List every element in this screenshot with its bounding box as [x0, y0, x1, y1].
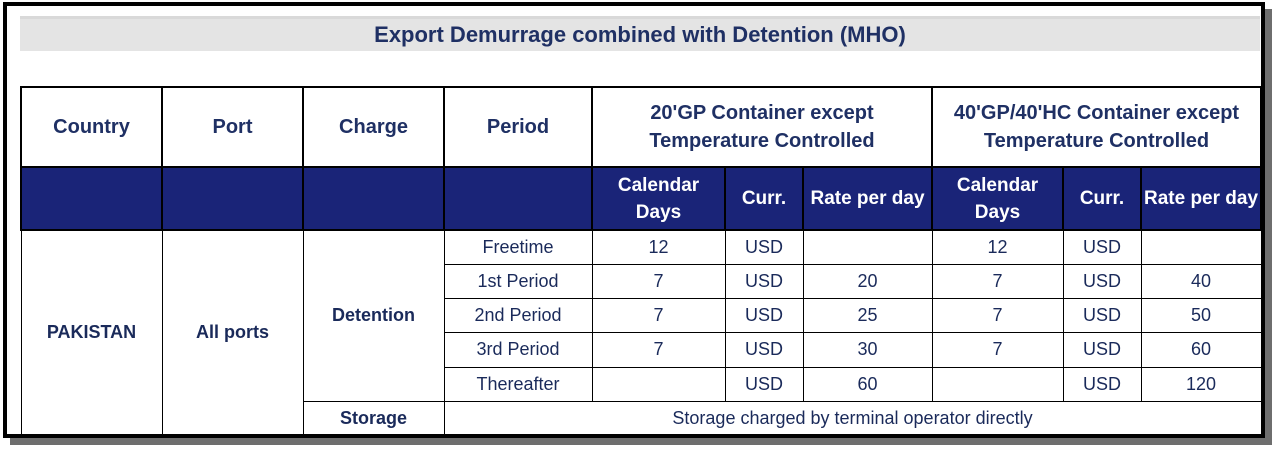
- period-cell: 1st Period: [443, 263, 593, 300]
- days-40-cell: 7: [931, 298, 1064, 334]
- table-row: PAKISTAN All ports Detention Freetime 12…: [20, 229, 1262, 436]
- rate-20-cell: 20: [802, 263, 933, 300]
- subheader-rate-40: Rate per day: [1139, 166, 1263, 231]
- subheader-calendar-days-20: Calendar Days: [591, 166, 726, 231]
- rate-40-cell: 120: [1140, 366, 1262, 402]
- subheader-calendar-days-40: Calendar Days: [931, 166, 1064, 231]
- table-row: Thereafter USD 60 USD 120: [21, 366, 1262, 402]
- header-row: Country Port Charge Period 20'GP Contain…: [20, 85, 1263, 169]
- days-20-cell: 7: [591, 298, 726, 334]
- table-row: 2nd Period 7 USD 25 7 USD 50: [21, 298, 1262, 334]
- days-20-cell: 12: [591, 229, 726, 265]
- curr-20-cell: USD: [724, 263, 804, 300]
- header-charge: Charge: [302, 85, 445, 169]
- curr-40-cell: USD: [1062, 229, 1142, 265]
- curr-40-cell: USD: [1062, 366, 1142, 402]
- curr-40-cell: USD: [1062, 298, 1142, 334]
- rate-20-cell: 30: [802, 332, 933, 368]
- header-country: Country: [20, 85, 163, 169]
- port-cell: All ports: [161, 229, 304, 436]
- period-cell: Freetime: [443, 229, 593, 265]
- subheader-curr-40: Curr.: [1062, 166, 1142, 231]
- curr-20-cell: USD: [724, 366, 804, 402]
- charge-detention-cell: Detention: [302, 229, 445, 402]
- period-cell: Thereafter: [443, 366, 593, 402]
- top-rule: [20, 16, 1260, 19]
- header-20gp: 20'GP Container except Temperature Contr…: [591, 85, 933, 169]
- page-title: Export Demurrage combined with Detention…: [374, 22, 906, 47]
- days-40-cell: 7: [931, 332, 1064, 368]
- rate-40-cell: 50: [1140, 298, 1262, 334]
- subheader-blank: [443, 166, 593, 231]
- days-40-cell: 7: [931, 263, 1064, 300]
- rate-40-cell: [1140, 229, 1262, 265]
- subheader-blank: [20, 166, 163, 231]
- rate-40-cell: 60: [1140, 332, 1262, 368]
- header-40gp: 40'GP/40'HC Container except Temperature…: [930, 85, 1263, 169]
- charge-storage-cell: Storage: [302, 400, 445, 437]
- days-20-cell: 7: [591, 332, 726, 368]
- rate-20-cell: [802, 229, 933, 265]
- subheader-rate-20: Rate per day: [802, 166, 933, 231]
- header-period: Period: [443, 85, 593, 169]
- curr-20-cell: USD: [724, 332, 804, 368]
- title-bar: Export Demurrage combined with Detention…: [20, 19, 1260, 51]
- subheader-curr-20: Curr.: [724, 166, 804, 231]
- subheader-blank: [161, 166, 304, 231]
- curr-20-cell: USD: [724, 229, 804, 265]
- days-40-cell: [931, 366, 1064, 402]
- country-cell: PAKISTAN: [20, 229, 163, 436]
- period-cell: 3rd Period: [443, 332, 593, 368]
- curr-20-cell: USD: [724, 298, 804, 334]
- days-40-cell: 12: [931, 229, 1064, 265]
- rate-20-cell: 25: [802, 298, 933, 334]
- days-20-cell: 7: [591, 263, 726, 300]
- rate-20-cell: 60: [802, 366, 933, 402]
- curr-40-cell: USD: [1062, 263, 1142, 300]
- days-20-cell: [591, 366, 726, 402]
- rate-40-cell: 40: [1140, 263, 1262, 300]
- table-row: 1st Period 7 USD 20 7 USD 40: [21, 263, 1262, 300]
- curr-40-cell: USD: [1062, 332, 1142, 368]
- table-row: Storage Storage charged by terminal oper…: [21, 400, 1262, 437]
- rates-table: Country Port Charge Period 20'GP Contain…: [20, 85, 1263, 437]
- subheader-row: Calendar Days Curr. Rate per day Calenda…: [20, 166, 1263, 231]
- storage-note-cell: Storage charged by terminal operator dir…: [443, 400, 1262, 437]
- header-port: Port: [161, 85, 304, 169]
- subheader-blank: [302, 166, 445, 231]
- table-row: 3rd Period 7 USD 30 7 USD 60: [21, 332, 1262, 368]
- period-cell: 2nd Period: [443, 298, 593, 334]
